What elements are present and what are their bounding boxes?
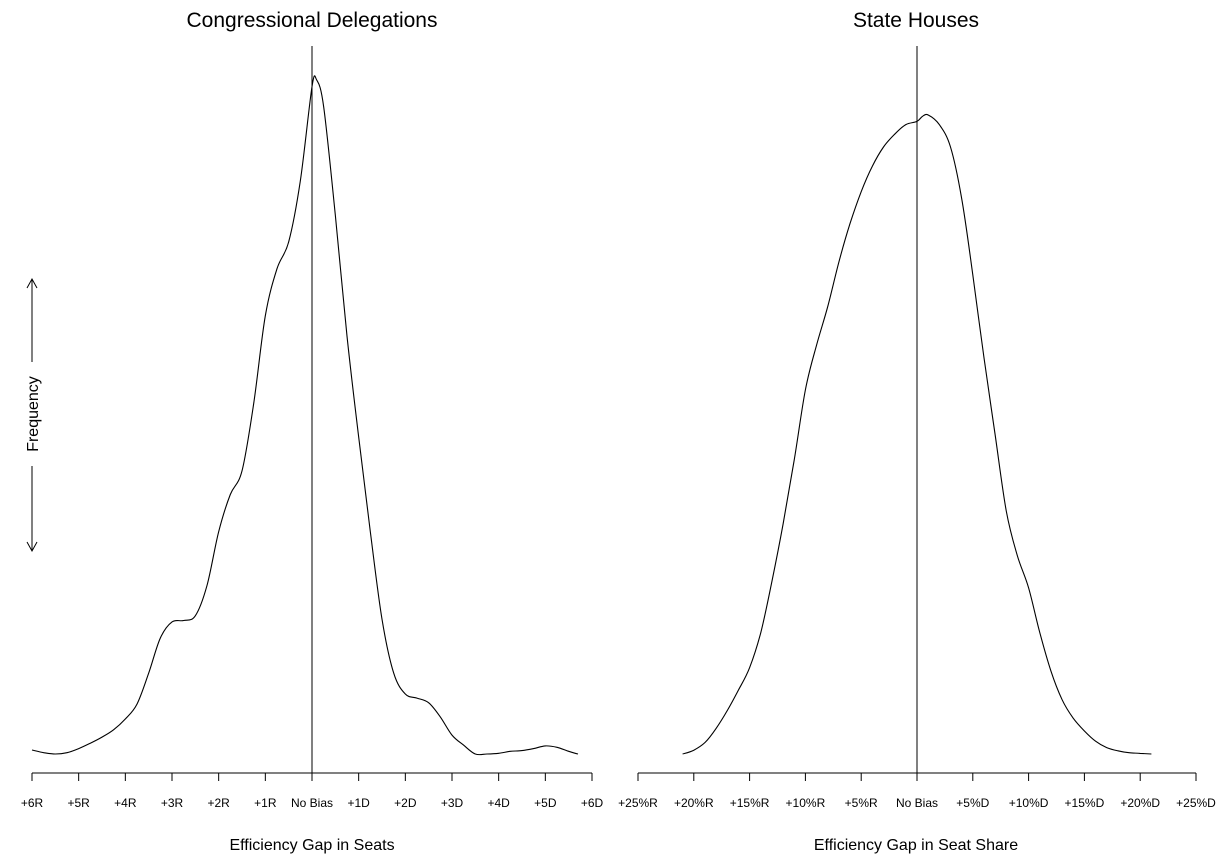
x-tick-label: +5R	[67, 796, 90, 810]
arrow-up-icon	[26, 277, 38, 289]
x-tick-label: +25%D	[1176, 796, 1216, 810]
x-tick-label: +15%D	[1065, 796, 1105, 810]
x-tick-label: +1D	[347, 796, 370, 810]
x-tick-label: +10%D	[1009, 796, 1049, 810]
arrow-down-icon	[26, 541, 38, 553]
density-curve	[682, 113, 1152, 755]
x-tick-label: +20%D	[1120, 796, 1160, 810]
x-tick-label: +5%R	[845, 796, 878, 810]
chart-title: Congressional Delegations	[187, 9, 438, 32]
panel-congressional-delegations: Congressional Delegations Efficiency Gap…	[21, 9, 604, 854]
x-tick-label: No Bias	[896, 796, 938, 810]
x-tick-label: +3D	[441, 796, 464, 810]
x-tick-label: No Bias	[291, 796, 333, 810]
x-axis-label: Efficiency Gap in Seats	[229, 837, 394, 854]
x-tick-label: +2D	[394, 796, 417, 810]
y-axis-label: Frequency	[25, 376, 42, 452]
x-axis-label: Efficiency Gap in Seat Share	[814, 837, 1018, 854]
x-tick-label: +6R	[21, 796, 44, 810]
x-tick-label: +20%R	[674, 796, 714, 810]
chart-title: State Houses	[853, 9, 979, 32]
x-tick-label: +2R	[207, 796, 230, 810]
x-tick-label: +5%D	[956, 796, 989, 810]
x-tick-label: +5D	[534, 796, 557, 810]
x-tick-label: +6D	[581, 796, 604, 810]
x-tick-label: +3R	[161, 796, 184, 810]
x-tick-label: +10%R	[786, 796, 826, 810]
x-tick-label: +4R	[114, 796, 137, 810]
x-tick-label: +1R	[254, 796, 277, 810]
frequency-indicator: Frequency	[25, 277, 42, 553]
x-tick-label: +25%R	[618, 796, 658, 810]
panel-state-houses: State Houses Efficiency Gap in Seat Shar…	[618, 9, 1216, 854]
x-tick-label: +15%R	[730, 796, 770, 810]
density-curve	[31, 75, 579, 756]
x-tick-label: +4D	[487, 796, 510, 810]
